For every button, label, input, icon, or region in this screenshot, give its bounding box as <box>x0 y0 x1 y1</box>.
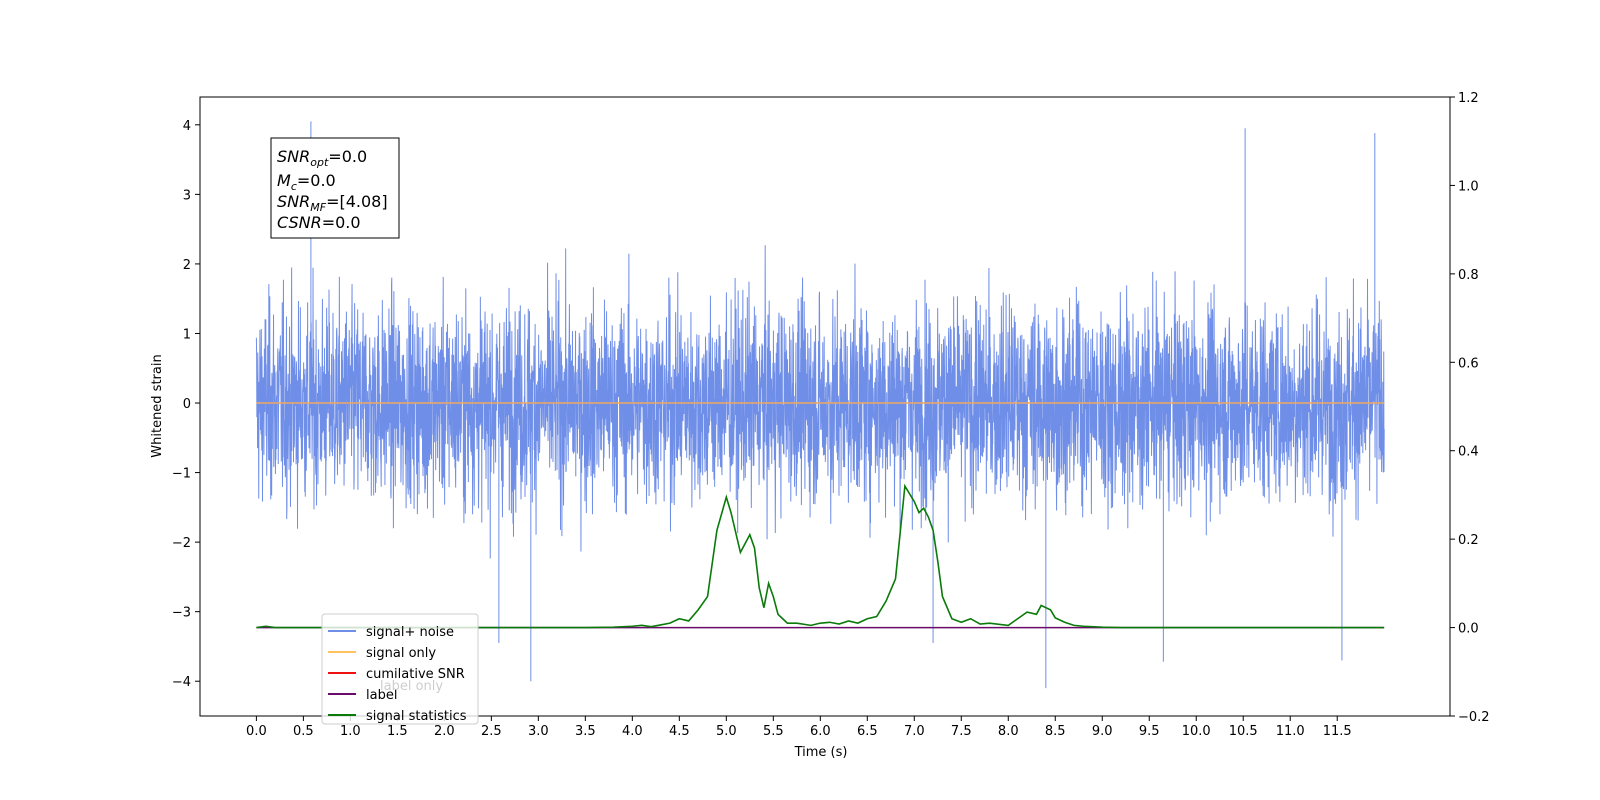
x-axis-title: Time (s) <box>794 745 848 760</box>
x-tick-label: 7.5 <box>951 724 972 739</box>
x-tick-label: 6.0 <box>810 724 831 739</box>
x-tick-label: 8.5 <box>1045 724 1066 739</box>
info-snr-opt: SNRopt=0.0 <box>277 147 367 169</box>
info-box-frame <box>270 137 400 239</box>
y-right-tick-label: 0.0 <box>1458 622 1479 637</box>
x-tick-label: 11.5 <box>1323 724 1352 739</box>
y-axis-right: 1.2 1.0 0.8 0.6 0.4 0.2 0.0 −0.2 <box>1450 91 1490 725</box>
legend-entry-label: cumilative SNR <box>366 667 465 682</box>
x-tick-label: 10.0 <box>1182 724 1211 739</box>
x-tick-label: 6.5 <box>857 724 878 739</box>
y-right-tick-label: −0.2 <box>1458 710 1490 725</box>
y-left-tick-label: −2 <box>172 536 191 551</box>
legend-hidden-label: label only <box>380 679 443 694</box>
x-tick-label: 0.0 <box>246 724 267 739</box>
x-tick-label: 8.0 <box>998 724 1019 739</box>
x-tick-label: 4.0 <box>622 724 643 739</box>
x-tick-label: 11.0 <box>1276 724 1305 739</box>
x-tick-label: 2.0 <box>434 724 455 739</box>
x-tick-label: 7.0 <box>904 724 925 739</box>
x-tick-label: 1.0 <box>340 724 361 739</box>
y-right-tick-label: 0.2 <box>1458 533 1479 548</box>
y-left-tick-label: −1 <box>172 467 191 482</box>
legend-entry-label: signal statistics <box>366 709 467 724</box>
info-csnr: CSNR=0.0 <box>277 213 361 232</box>
signal-statistics-series <box>256 483 1384 629</box>
plot-frame <box>199 96 1451 717</box>
y-left-tick-label: 3 <box>183 188 191 203</box>
x-tick-label: 9.0 <box>1092 724 1113 739</box>
legend-entry-label: label <box>366 688 397 703</box>
y-right-tick-label: 1.0 <box>1458 179 1479 194</box>
x-tick-label: 5.0 <box>716 724 737 739</box>
y-left-tick-label: −3 <box>172 606 191 621</box>
x-tick-label: 3.5 <box>575 724 596 739</box>
y-axis-title: Whitened strain <box>150 354 165 457</box>
x-tick-label: 2.5 <box>481 724 502 739</box>
y-left-tick-label: 0 <box>183 397 191 412</box>
x-tick-label: 0.5 <box>293 724 314 739</box>
legend-entry-label: signal only <box>366 646 436 661</box>
signal-noise-series <box>255 121 1385 689</box>
y-left-tick-label: 1 <box>183 327 191 342</box>
y-left-tick-label: 4 <box>183 119 191 134</box>
x-tick-label: 5.5 <box>763 724 784 739</box>
x-tick-label: 1.5 <box>387 724 408 739</box>
x-tick-label: 4.5 <box>669 724 690 739</box>
info-mc: Mc=0.0 <box>277 171 336 193</box>
y-right-tick-label: 0.4 <box>1458 445 1479 460</box>
y-right-tick-label: 1.2 <box>1458 91 1479 106</box>
x-axis: 0.0 0.5 1.0 1.5 2.0 2.5 3.0 3.5 4.0 4.5 5.0 5.5 6.0 6… <box>246 716 1352 739</box>
y-left-tick-label: 2 <box>183 258 191 273</box>
legend-entry-label: signal+ noise <box>366 625 454 640</box>
series-layer <box>255 121 1385 689</box>
x-tick-label: 3.0 <box>528 724 549 739</box>
x-tick-label: 10.5 <box>1229 724 1258 739</box>
x-tick-label: 9.5 <box>1139 724 1160 739</box>
y-axis-left: 4 3 2 1 0 −1 −2 −3 −4 <box>172 119 200 690</box>
legend-frame <box>321 613 479 725</box>
y-right-tick-label: 0.8 <box>1458 268 1479 283</box>
y-right-tick-label: 0.6 <box>1458 356 1479 371</box>
y-left-tick-label: −4 <box>172 675 191 690</box>
info-snr-mf: SNRMF=[4.08] <box>277 192 388 214</box>
info-box: SNRopt=0.0 Mc=0.0 SNRMF=[4.08] CSNR=0.0 <box>270 137 400 239</box>
